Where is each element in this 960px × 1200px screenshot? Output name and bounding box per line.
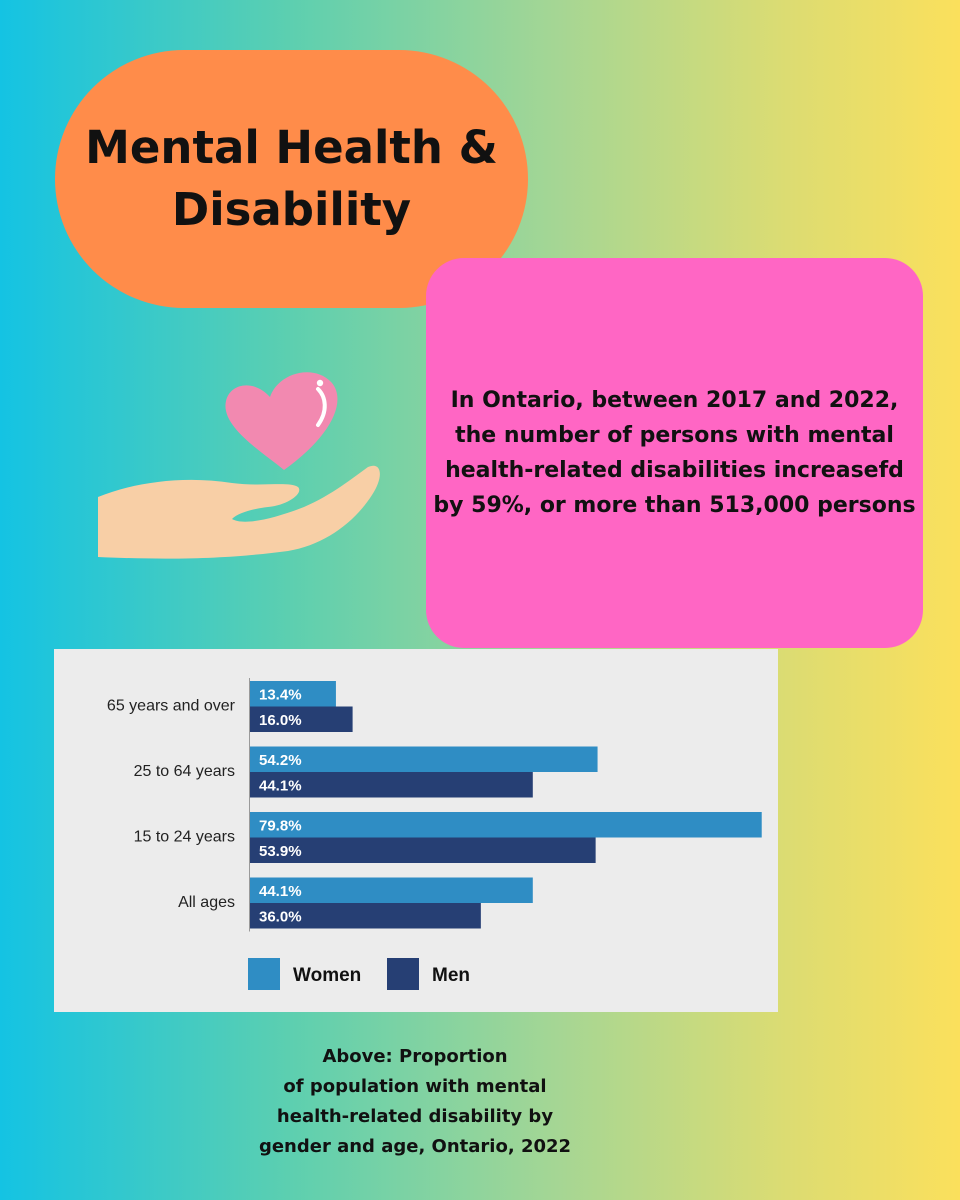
category-label: All ages bbox=[178, 894, 235, 911]
data-label: 54.2% bbox=[259, 752, 302, 769]
bar-women bbox=[250, 746, 598, 772]
caption-line-4: gender and age, Ontario, 2022 bbox=[258, 1136, 572, 1157]
bar-men bbox=[250, 903, 481, 929]
category-label: 15 to 24 years bbox=[134, 829, 235, 846]
chart-caption: Above: Proportion of population with men… bbox=[200, 1042, 630, 1162]
data-label: 16.0% bbox=[259, 712, 302, 729]
bar-men bbox=[250, 772, 533, 798]
data-label: 13.4% bbox=[259, 686, 302, 703]
bar-women bbox=[250, 812, 762, 838]
stat-text: In Ontario, between 2017 and 2022, the n… bbox=[433, 388, 916, 518]
legend-swatch-women bbox=[248, 958, 280, 990]
category-label: 25 to 64 years bbox=[134, 763, 235, 780]
data-label: 53.9% bbox=[259, 843, 302, 860]
heart-in-hand-icon bbox=[98, 372, 380, 559]
category-label: 65 years and over bbox=[107, 698, 236, 715]
bar-women bbox=[250, 681, 336, 707]
title-line-1: Mental Health & bbox=[85, 121, 498, 174]
data-label: 44.1% bbox=[259, 883, 302, 900]
bar-women bbox=[250, 877, 533, 903]
data-label: 44.1% bbox=[259, 777, 302, 794]
caption-line-1: Above: Proportion bbox=[322, 1046, 508, 1067]
bar-men bbox=[250, 706, 353, 732]
title-line-2: Disability bbox=[171, 183, 412, 236]
stat-box: In Ontario, between 2017 and 2022, the n… bbox=[426, 258, 923, 648]
legend-label-women: Women bbox=[293, 965, 361, 986]
legend-swatch-men bbox=[387, 958, 419, 990]
title-pill: Mental Health & Disability bbox=[55, 50, 528, 308]
chart-panel: 65 years and over 13.4% 16.0% 25 to 64 year… bbox=[54, 649, 778, 1012]
data-label: 36.0% bbox=[259, 908, 302, 925]
bar-men bbox=[250, 837, 596, 863]
page-title: Mental Health & Disability bbox=[72, 117, 512, 241]
data-label: 79.8% bbox=[259, 817, 302, 834]
legend-label-men: Men bbox=[432, 965, 470, 986]
bar-chart: 65 years and over 13.4% 16.0% 25 to 64 year… bbox=[107, 678, 762, 990]
caption-line-3: health-related disability by bbox=[276, 1106, 554, 1127]
caption-line-2: of population with mental bbox=[283, 1076, 547, 1097]
